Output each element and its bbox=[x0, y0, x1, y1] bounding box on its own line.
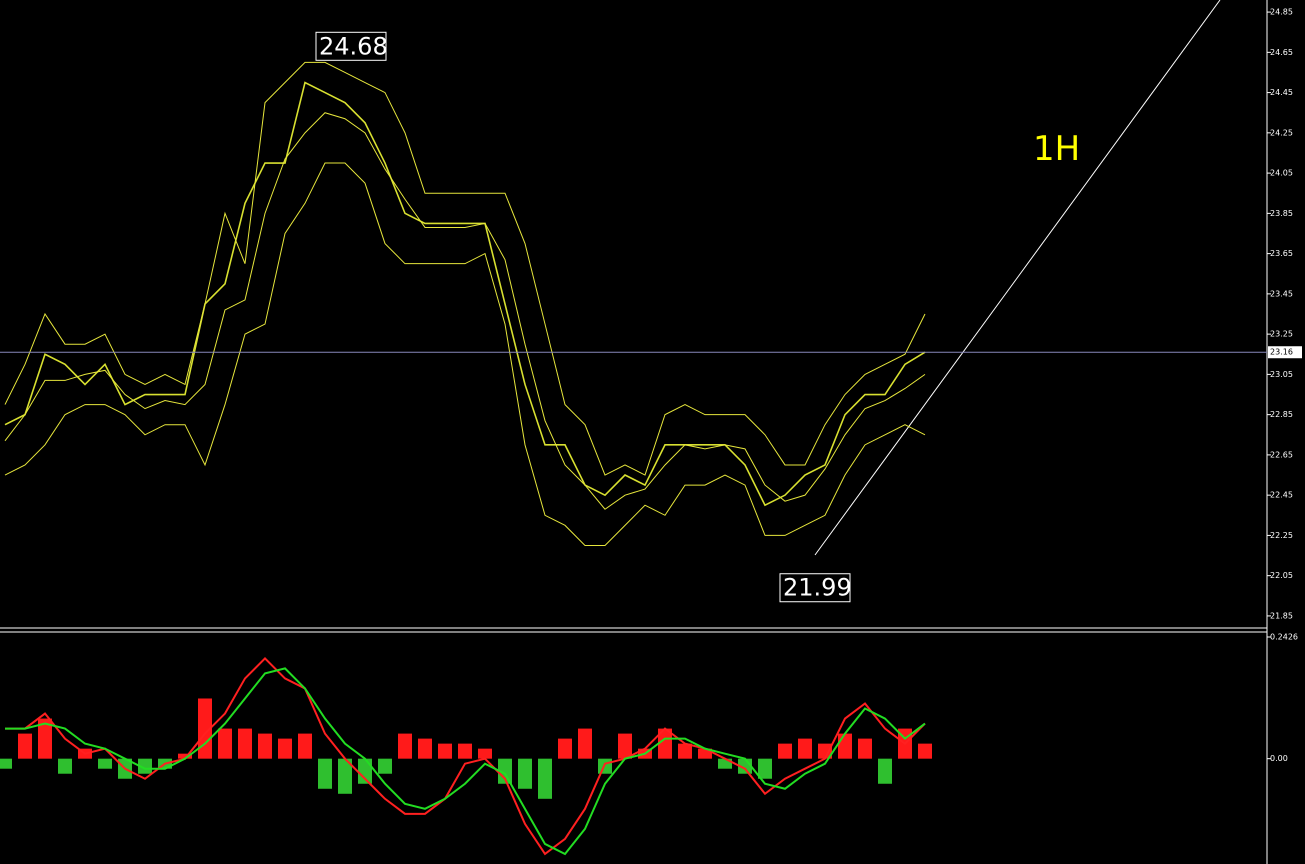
y-tick-label: 23.25 bbox=[1270, 330, 1293, 339]
trend-line bbox=[814, 0, 1221, 556]
histogram-bar bbox=[18, 733, 32, 759]
histogram-bar bbox=[0, 758, 12, 769]
histogram-bar bbox=[358, 758, 372, 784]
high-label: 24.68 bbox=[319, 32, 388, 60]
histogram-bar bbox=[758, 758, 772, 779]
y-tick-label: 21.85 bbox=[1270, 611, 1293, 620]
histogram-bar bbox=[818, 743, 832, 759]
y-tick-label: 22.65 bbox=[1270, 450, 1293, 459]
histogram-bar bbox=[778, 743, 792, 759]
histogram-bar bbox=[518, 758, 532, 789]
histogram-bar bbox=[558, 738, 572, 759]
histogram-bar bbox=[918, 743, 932, 759]
histogram-bar bbox=[798, 738, 812, 759]
high-label-box bbox=[315, 31, 387, 61]
histogram-bar bbox=[878, 758, 892, 784]
histogram-bar bbox=[838, 733, 852, 759]
histogram-bar bbox=[198, 698, 212, 759]
histogram-bar bbox=[658, 728, 672, 759]
y-tick-label: 0.00 bbox=[1270, 754, 1288, 763]
histogram-bar bbox=[398, 733, 412, 759]
histogram-bar bbox=[38, 718, 52, 759]
histogram-bar bbox=[698, 748, 712, 759]
histogram-bar bbox=[178, 753, 192, 759]
timeframe-label: 1H bbox=[1033, 129, 1080, 169]
histogram-bar bbox=[258, 733, 272, 759]
histogram-bar bbox=[298, 733, 312, 759]
histogram-bar bbox=[678, 743, 692, 759]
y-tick-label: 24.05 bbox=[1270, 169, 1293, 178]
y-tick-label: 22.25 bbox=[1270, 531, 1293, 540]
y-tick-label: 24.25 bbox=[1270, 128, 1293, 137]
histogram-bar bbox=[718, 758, 732, 769]
histogram-bar bbox=[458, 743, 472, 759]
y-tick-label: 22.85 bbox=[1270, 410, 1293, 419]
histogram-bar bbox=[498, 758, 512, 784]
y-tick-label: 0.2426 bbox=[1270, 633, 1298, 642]
histogram-bar bbox=[598, 758, 612, 774]
y-tick-label: 24.65 bbox=[1270, 48, 1293, 57]
histogram-bar bbox=[238, 728, 252, 759]
y-tick-label: 24.45 bbox=[1270, 88, 1293, 97]
histogram-bar bbox=[618, 733, 632, 759]
y-tick-label: 23.85 bbox=[1270, 209, 1293, 218]
y-tick-label: 22.05 bbox=[1270, 571, 1293, 580]
y-tick-label: 23.05 bbox=[1270, 370, 1293, 379]
y-tick-label: 22.45 bbox=[1270, 491, 1293, 500]
histogram-bar bbox=[538, 758, 552, 799]
y-tick-label: 23.45 bbox=[1270, 289, 1293, 298]
y-tick-label: 23.65 bbox=[1270, 249, 1293, 258]
last-price-box bbox=[1268, 346, 1302, 359]
histogram-bar bbox=[378, 758, 392, 774]
low-label-box bbox=[779, 573, 851, 603]
histogram-bar bbox=[98, 758, 112, 769]
series-line bbox=[4, 162, 926, 546]
histogram-bar bbox=[318, 758, 332, 789]
histogram-bar bbox=[138, 758, 152, 774]
series-line bbox=[4, 112, 926, 510]
series-line bbox=[5, 667, 926, 856]
histogram-bar bbox=[478, 748, 492, 759]
histogram-bar bbox=[58, 758, 72, 774]
histogram-bar bbox=[858, 738, 872, 759]
y-tick-label: 24.85 bbox=[1270, 8, 1293, 17]
histogram-bar bbox=[438, 743, 452, 759]
last-price-label: 23.16 bbox=[1270, 348, 1293, 357]
histogram-bar bbox=[338, 758, 352, 794]
series-line bbox=[4, 81, 926, 507]
histogram-bar bbox=[418, 738, 432, 759]
histogram-bar bbox=[578, 728, 592, 759]
series-line bbox=[4, 61, 926, 476]
histogram-bar bbox=[278, 738, 292, 759]
histogram-bar bbox=[218, 728, 232, 759]
low-label: 21.99 bbox=[783, 574, 852, 602]
